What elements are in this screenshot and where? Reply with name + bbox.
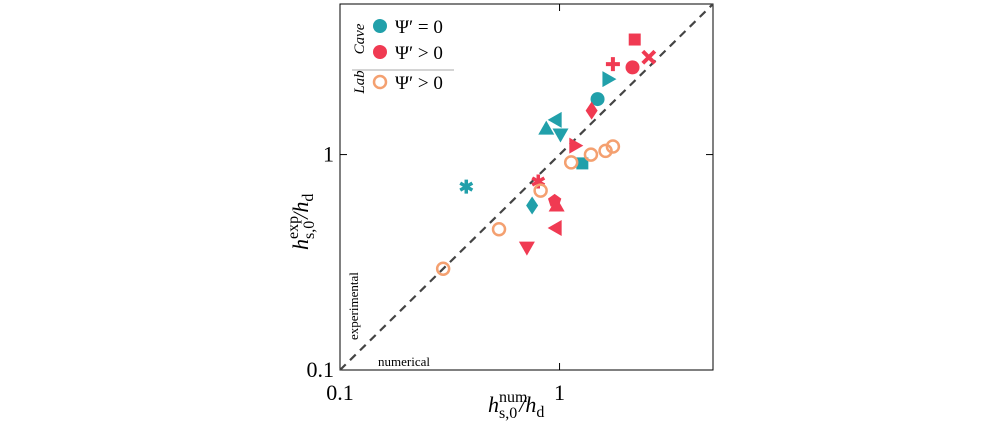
legend-group: Lab <box>352 70 368 95</box>
x-tick-label: 0.1 <box>326 380 354 405</box>
point <box>585 101 598 120</box>
y-tick-label: 1 <box>323 142 334 167</box>
point <box>605 57 620 72</box>
axis-label: hnum s,0/hd <box>488 389 544 422</box>
point <box>625 60 640 75</box>
point <box>518 241 535 256</box>
point <box>459 179 474 194</box>
legend-marker <box>373 19 387 33</box>
point <box>526 196 539 215</box>
x-tick-label: 1 <box>554 380 565 405</box>
axis-label-part: num <box>499 389 528 406</box>
y-tick-label: 0.1 <box>307 357 335 382</box>
plot-frame <box>339 3 714 371</box>
point <box>605 139 621 154</box>
point <box>435 261 451 277</box>
point <box>602 71 617 88</box>
axis-label-part: s,0 <box>499 405 517 422</box>
legend-label: Ψ′ > 0 <box>395 43 443 64</box>
annotation: numerical <box>378 354 430 369</box>
axis-label-part: h <box>288 239 313 250</box>
legend-group: Cave <box>352 23 368 54</box>
axis-label: hexps,0/hd <box>285 194 318 250</box>
point <box>552 128 569 143</box>
legend-label: Ψ′ > 0 <box>395 73 443 94</box>
point <box>583 147 599 162</box>
point <box>598 143 613 159</box>
axis-label-part: h <box>488 392 499 417</box>
axis-label-part: /h <box>517 392 536 417</box>
axis-label-part: /h <box>288 202 313 221</box>
point <box>533 183 548 198</box>
point <box>628 33 641 46</box>
point <box>491 222 507 237</box>
legend-marker <box>372 74 388 90</box>
point <box>548 197 565 212</box>
point <box>563 155 579 170</box>
axis-label-part: exp <box>285 216 302 239</box>
axis-label-part: s,0 <box>301 221 318 239</box>
annotation: experimental <box>346 272 361 340</box>
point <box>569 137 584 154</box>
point <box>576 157 589 170</box>
point <box>538 120 555 135</box>
axis-label-part: d <box>536 404 544 421</box>
identity-line <box>339 3 714 371</box>
legend-marker <box>373 45 387 59</box>
point <box>590 92 605 107</box>
point <box>547 111 562 128</box>
point <box>641 49 657 65</box>
axis-label-part: d <box>300 194 317 202</box>
point <box>547 220 562 237</box>
legend-label: Ψ′ = 0 <box>395 17 443 38</box>
